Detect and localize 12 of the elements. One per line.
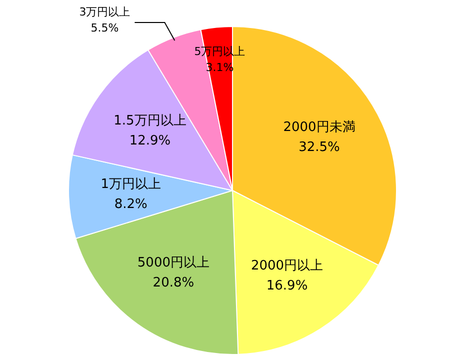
data-label: 8.2% — [114, 196, 148, 212]
data-label: 5.5% — [90, 21, 119, 34]
data-label: 12.9% — [129, 133, 171, 148]
slice-label: 3万円以上 — [79, 5, 130, 18]
slice-label: 1万円以上 — [100, 176, 162, 192]
data-label: 16.9% — [266, 278, 308, 294]
slice-label: 1.5万円以上 — [114, 113, 186, 128]
slice-label: 2000円以上 — [250, 258, 324, 274]
data-label: 32.5% — [298, 140, 340, 155]
slice-label: 2000円未満 — [283, 120, 356, 135]
data-label: 20.8% — [152, 276, 194, 291]
slice-label: 5000円以上 — [137, 256, 210, 271]
